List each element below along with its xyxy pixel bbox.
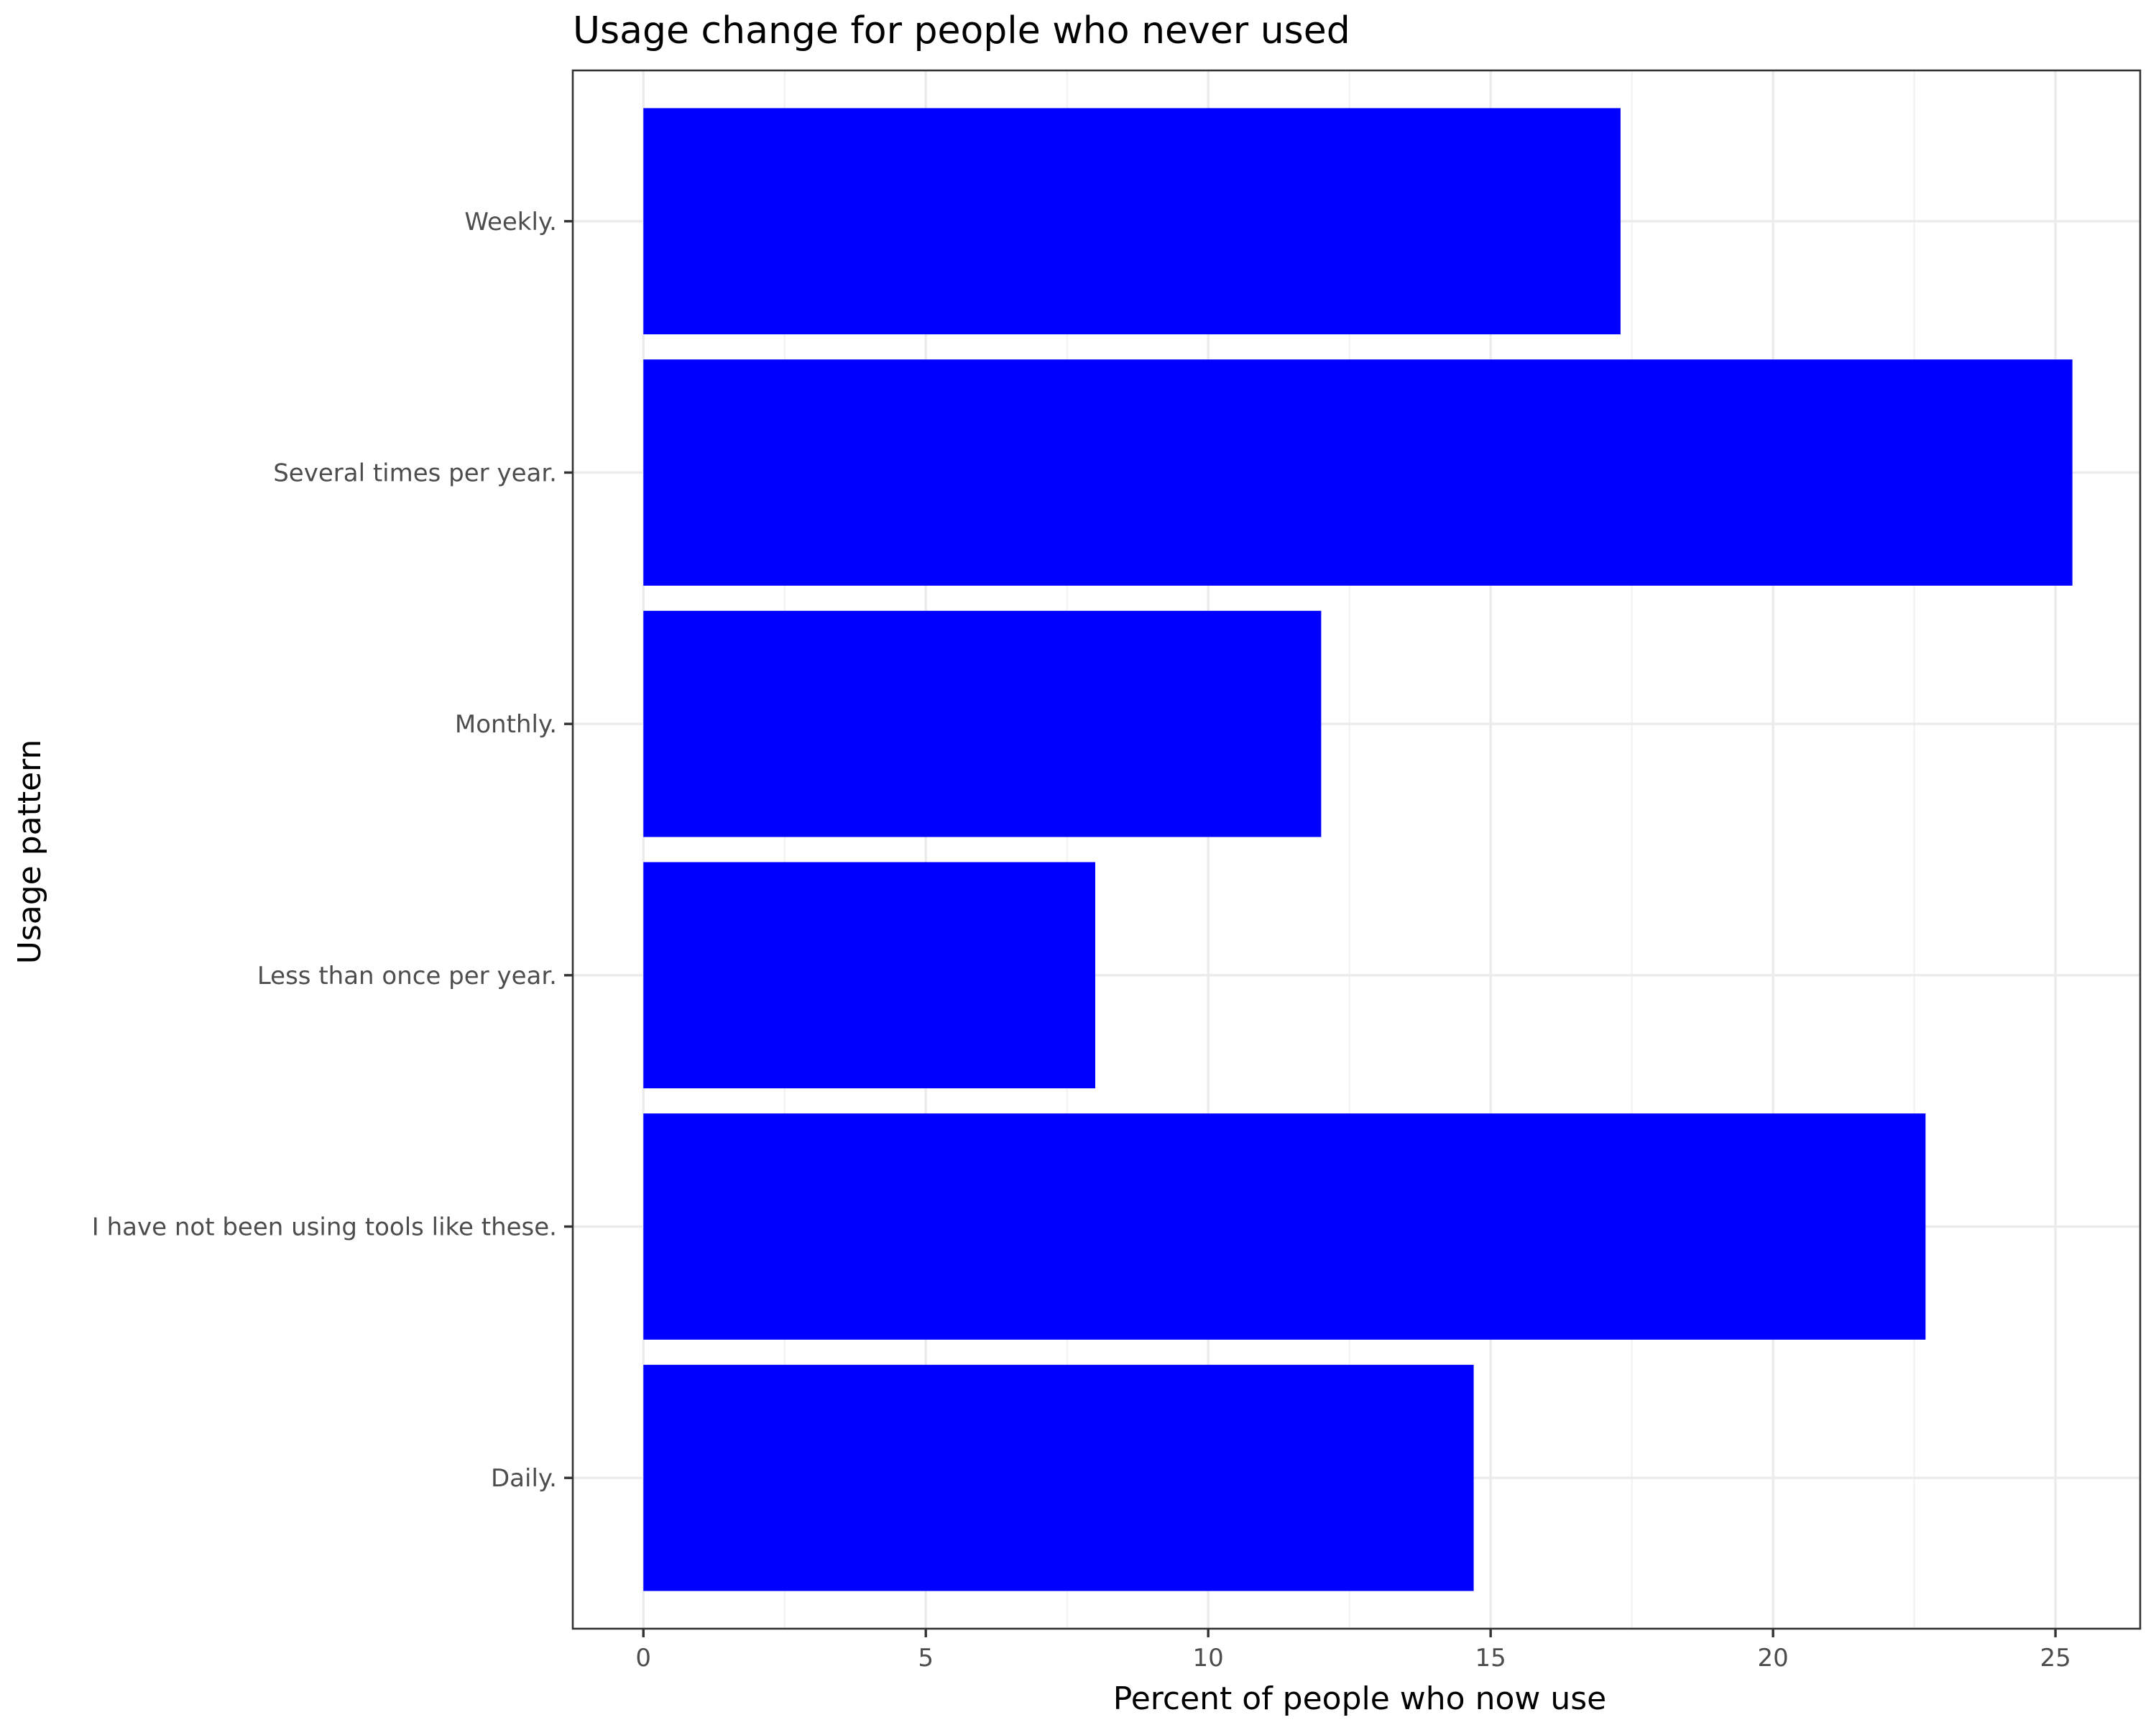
- chart-title: Usage change for people who never used: [573, 9, 1350, 52]
- plot-panel-border: [571, 69, 2142, 1630]
- bars: [643, 108, 2073, 1591]
- y-tick-label: Weekly.: [464, 208, 557, 236]
- y-tick-label: Monthly.: [455, 710, 557, 739]
- x-tick-label: 20: [1758, 1644, 1789, 1673]
- bar: [643, 610, 1322, 837]
- x-axis-title: Percent of people who now use: [1113, 1680, 1607, 1717]
- x-tick-label: 25: [2040, 1644, 2070, 1673]
- y-tick-label: I have not been using tools like these.: [92, 1213, 557, 1242]
- x-tick-label: 15: [1475, 1644, 1506, 1673]
- bar: [643, 108, 1621, 335]
- x-tick-label: 10: [1193, 1644, 1224, 1673]
- y-tick-label: Several times per year.: [273, 459, 557, 487]
- bar: [643, 1364, 1474, 1591]
- bar: [643, 359, 2073, 586]
- bar: [643, 1113, 1926, 1340]
- y-tick-label: Daily.: [491, 1464, 557, 1493]
- y-axis: Daily. I have not been using tools like t…: [92, 208, 573, 1493]
- bar: [643, 862, 1095, 1089]
- x-tick-label: 5: [918, 1644, 934, 1673]
- x-tick-label: 0: [635, 1644, 651, 1673]
- y-axis-title: Usage pattern: [11, 740, 48, 965]
- y-tick-label: Less than once per year.: [257, 962, 557, 990]
- x-axis: 0 5 10 15 20 25: [635, 1629, 2071, 1673]
